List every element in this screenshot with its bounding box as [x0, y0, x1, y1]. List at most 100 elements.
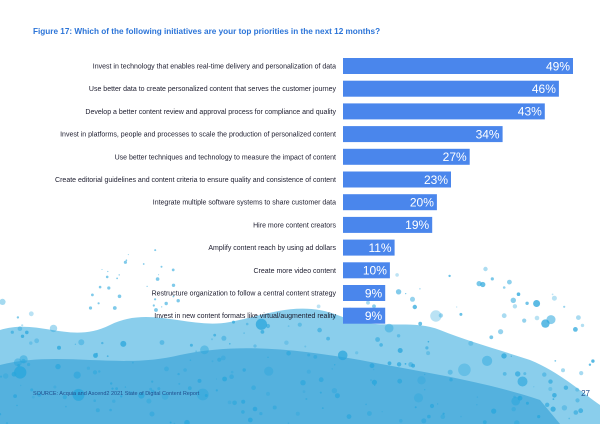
splash-drop [157, 387, 161, 391]
splash-drop [490, 277, 494, 281]
splash-drop [129, 391, 133, 395]
splash-drop [120, 395, 123, 398]
splash-drop [552, 398, 555, 400]
bar [343, 285, 386, 301]
splash-drop [440, 414, 446, 420]
splash-drop [442, 412, 445, 415]
splash-core [0, 348, 560, 424]
splash-drop [146, 398, 152, 404]
splash-drop [171, 283, 176, 287]
splash-drop [0, 413, 2, 416]
splash-drop [333, 315, 336, 319]
splash-drop [204, 394, 208, 397]
source-note: SOURCE: Acquia and Ascend2 2021 State of… [33, 391, 200, 397]
splash-drop [300, 380, 306, 386]
splash-drop [127, 254, 129, 256]
splash-drop [95, 408, 100, 413]
splash-drop [563, 305, 566, 308]
splash-drop [16, 316, 20, 319]
data-label: 27% [443, 150, 467, 164]
splash-shapes [0, 249, 600, 424]
bar [343, 194, 437, 211]
splash-drop [573, 327, 578, 332]
splash-drop [111, 387, 114, 390]
splash-drop [13, 394, 17, 398]
splash-drop [53, 385, 57, 389]
splash-drop [125, 259, 128, 262]
splash-drop [149, 387, 153, 391]
splash-drop [561, 405, 568, 411]
splash-drop [575, 387, 580, 392]
splash-drop [92, 370, 98, 375]
splash-drop [588, 363, 592, 366]
splash-drop [396, 362, 402, 367]
splash-drop [187, 386, 192, 391]
splash-drop [220, 355, 226, 361]
splash-drop [124, 386, 127, 388]
splash-drop [30, 388, 34, 392]
splash-drop [321, 407, 324, 409]
splash-drop [551, 293, 554, 296]
splash-drop [93, 353, 98, 358]
splash-drop [28, 311, 34, 317]
splash-drop [411, 363, 415, 368]
splash-drop [138, 392, 145, 399]
splash-drop [533, 386, 535, 388]
splash-drop [417, 376, 426, 385]
splash-drop [106, 355, 109, 358]
splash-drop [424, 373, 426, 376]
splash-drop [367, 411, 372, 416]
splash-drop [267, 356, 269, 358]
splash-drop [132, 361, 134, 364]
page-number: 27 [581, 389, 590, 398]
splash-drop [17, 364, 20, 367]
splash-drop [215, 378, 218, 380]
splash-drop [430, 310, 442, 322]
splash-drop [318, 377, 324, 383]
splash-drop [482, 355, 493, 366]
data-label: 11% [368, 241, 391, 255]
splash-drop [355, 351, 359, 355]
splash-drop [449, 378, 453, 382]
splash-drop [154, 249, 157, 252]
splash-drop [295, 411, 300, 416]
splash-drop [189, 343, 193, 347]
splash-drop [427, 414, 431, 419]
splash-drop [545, 402, 550, 407]
splash-drop [306, 369, 311, 374]
splash-drop [154, 298, 157, 301]
splash-drop [456, 306, 458, 308]
splash-drop [397, 348, 403, 353]
splash-drop [307, 353, 311, 357]
data-label: 23% [424, 173, 448, 187]
splash-drop [548, 387, 553, 391]
splash-drop [551, 295, 557, 301]
splash-drop [31, 395, 35, 399]
bar [343, 148, 470, 165]
splash-drop [459, 312, 463, 316]
splash-drop [155, 277, 160, 281]
splash-drop [552, 393, 557, 398]
splash-drop [480, 281, 486, 288]
splash-drop [158, 274, 160, 276]
splash-drop [65, 405, 67, 408]
splash-drop [537, 415, 541, 419]
splash-drop [171, 268, 175, 272]
splash-drop [576, 315, 581, 320]
splash-drop [255, 318, 267, 330]
data-label: 46% [532, 82, 556, 96]
splash-drop [438, 313, 444, 318]
splash-drop [211, 360, 214, 363]
splash-drop [183, 368, 187, 372]
splash-drop [517, 376, 528, 387]
splash-drop [395, 289, 402, 295]
splash-drop [29, 341, 33, 345]
splash-drop [97, 302, 100, 305]
splash-drop [110, 382, 113, 385]
category-label: Create editorial guidelines and content … [55, 177, 336, 184]
splash-drop [160, 265, 163, 268]
splash-drop [414, 406, 417, 409]
splash-drop [120, 340, 127, 347]
splash-drop [468, 340, 474, 346]
splash-drop [176, 299, 180, 303]
